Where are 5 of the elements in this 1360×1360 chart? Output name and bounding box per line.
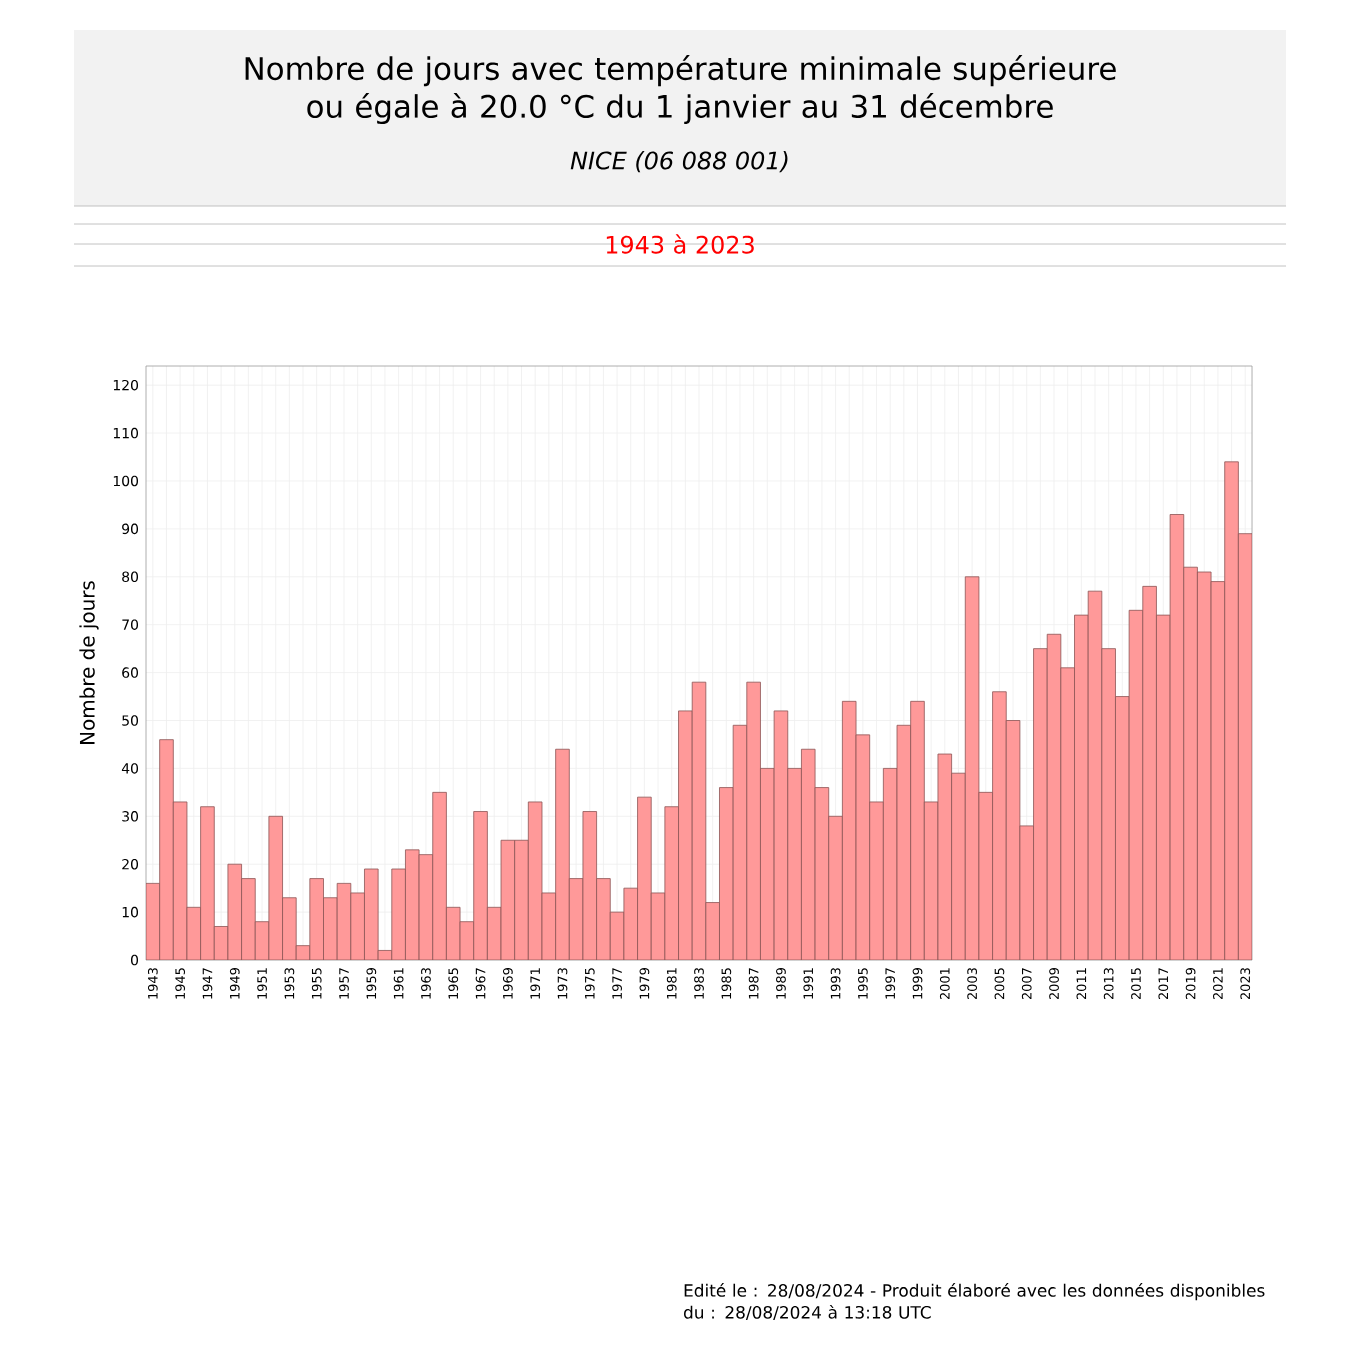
text: 1943 à 2023 xyxy=(606,234,754,254)
chart-title: Nombre de jours avec température minimale supérieure ou égale à 20.0 °C du 1 janvier au 31 décembre xyxy=(245,55,1116,125)
chart-subtitle: NICE (06 088 001) xyxy=(570,151,788,173)
y-axis-title: Nombre de jours xyxy=(79,581,99,744)
text: Edité le : 28/08/2024 - Produit élaboré avec les données disponibles du : 28/08/2024 à 13:18 UTC xyxy=(683,1283,1265,1321)
